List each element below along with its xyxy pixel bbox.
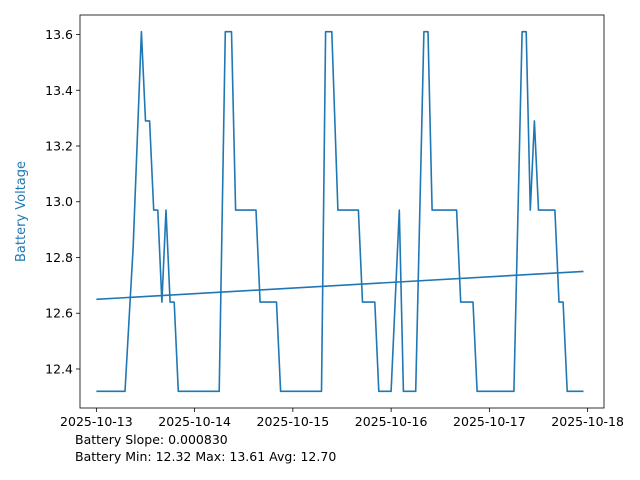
y-tick-label: 13.2 — [45, 139, 73, 154]
trend-line — [96, 270, 584, 301]
x-tick-label: 2025-10-13 — [60, 414, 133, 429]
y-tick-label: 13.6 — [45, 27, 73, 42]
battery-slope-text: Battery Slope: 0.000830 — [75, 432, 228, 447]
x-tick-label: 2025-10-14 — [158, 414, 231, 429]
battery-stats-text: Battery Min: 12.32 Max: 13.61 Avg: 12.70 — [75, 449, 337, 464]
y-tick-label: 12.4 — [45, 361, 73, 376]
y-tick-label: 12.8 — [45, 250, 73, 265]
x-tick-label: 2025-10-17 — [453, 414, 526, 429]
y-tick-label: 13.0 — [45, 194, 73, 209]
y-axis-label: Battery Voltage — [14, 161, 29, 262]
y-tick-label: 12.6 — [45, 306, 73, 321]
x-tick-label: 2025-10-16 — [355, 414, 428, 429]
plot-frame — [79, 14, 605, 409]
x-tick-label: 2025-10-18 — [551, 414, 624, 429]
y-tick-label: 13.4 — [45, 83, 73, 98]
voltage-series-line — [96, 30, 584, 393]
x-tick-label: 2025-10-15 — [257, 414, 330, 429]
